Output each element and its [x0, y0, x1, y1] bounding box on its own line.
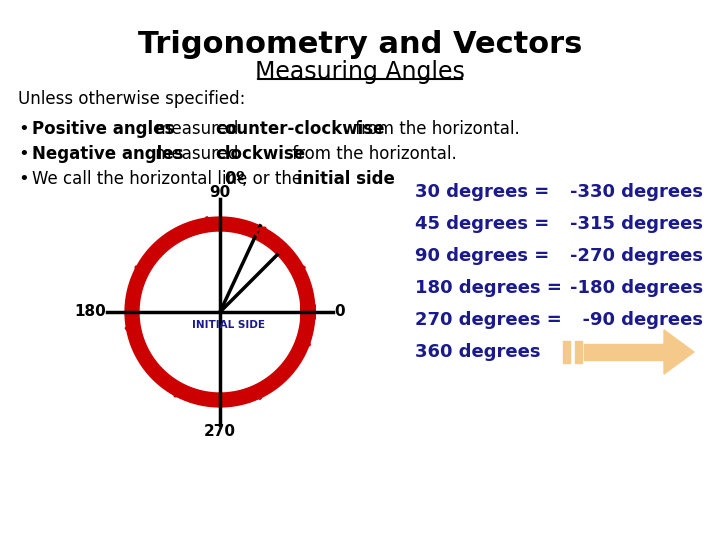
- Text: initial side: initial side: [297, 170, 395, 188]
- Text: INITIAL SIDE: INITIAL SIDE: [192, 320, 264, 330]
- Text: 0: 0: [334, 305, 345, 320]
- Text: clockwise: clockwise: [215, 145, 305, 163]
- Text: Trigonometry and Vectors: Trigonometry and Vectors: [138, 30, 582, 59]
- Text: Unless otherwise specified:: Unless otherwise specified:: [18, 90, 246, 108]
- Text: from the horizontal.: from the horizontal.: [287, 145, 456, 163]
- Text: 90 degrees =: 90 degrees =: [415, 247, 556, 265]
- Text: 180 degrees =: 180 degrees =: [415, 279, 568, 297]
- Text: 270 degrees =: 270 degrees =: [415, 311, 568, 329]
- Text: We call the horizontal line: We call the horizontal line: [32, 170, 253, 188]
- Text: 360 degrees: 360 degrees: [415, 343, 541, 361]
- Text: 45 degrees =: 45 degrees =: [415, 215, 556, 233]
- Text: -180 degrees: -180 degrees: [570, 279, 703, 297]
- Text: 180: 180: [74, 305, 106, 320]
- Polygon shape: [664, 330, 694, 374]
- Text: •: •: [18, 145, 29, 163]
- FancyBboxPatch shape: [575, 341, 582, 363]
- Text: •: •: [18, 170, 29, 188]
- Text: , or the: , or the: [242, 170, 307, 188]
- Text: -270 degrees: -270 degrees: [570, 247, 703, 265]
- FancyBboxPatch shape: [563, 341, 570, 363]
- Text: 270: 270: [204, 424, 236, 439]
- Text: Measuring Angles: Measuring Angles: [255, 60, 465, 84]
- Text: -315 degrees: -315 degrees: [570, 215, 703, 233]
- Text: Negative angles: Negative angles: [32, 145, 184, 163]
- Text: -90 degrees: -90 degrees: [570, 311, 703, 329]
- Text: -330 degrees: -330 degrees: [570, 183, 703, 201]
- Text: measured: measured: [150, 145, 243, 163]
- Text: 30 degrees =: 30 degrees =: [415, 183, 556, 201]
- Text: measured: measured: [150, 120, 243, 138]
- Text: •: •: [18, 120, 29, 138]
- Text: 90: 90: [210, 185, 230, 200]
- Text: Positive angles: Positive angles: [32, 120, 174, 138]
- Text: from the horizontal.: from the horizontal.: [350, 120, 520, 138]
- Text: 0º: 0º: [224, 170, 245, 188]
- FancyBboxPatch shape: [584, 344, 664, 360]
- Text: counter-clockwise: counter-clockwise: [215, 120, 384, 138]
